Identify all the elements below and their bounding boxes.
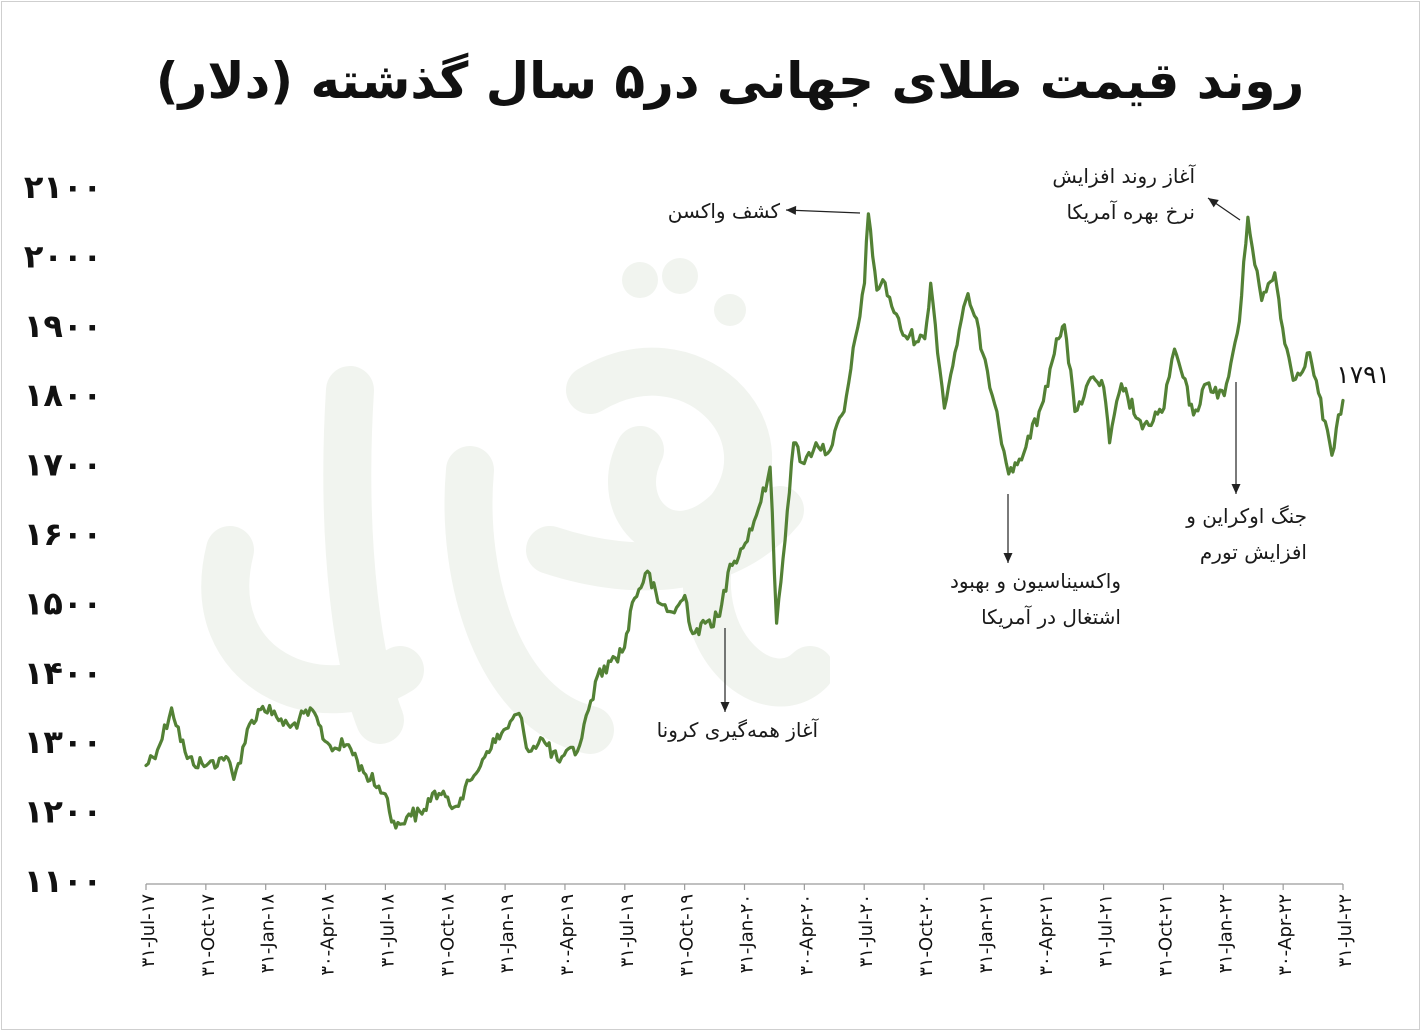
x-tick-label: ۳۱-Jan-۲۰ [737,894,758,973]
arrow-rate-hike-head [1208,198,1219,208]
y-tick-label: ۱۵۰۰ [24,584,102,622]
annotation-line: آغاز همه‌گیری کرونا [656,718,818,742]
annotation-vaccination-employment: واکسیناسیون و بهبود اشتغال در آمریکا [950,563,1121,635]
annotation-vaccine-discovery: کشف واکسن [668,193,780,229]
x-tick-label: ۳۰-Apr-۱۸ [318,894,339,976]
x-tick-label: ۳۰-Apr-۲۲ [1275,894,1296,976]
arrow-vaccine-discovery [785,209,861,214]
x-tick-label: ۳۰-Apr-۱۹ [557,894,578,976]
annotation-line: واکسیناسیون و بهبود [950,569,1121,593]
x-tick-label: ۳۱-Jul-۲۰ [856,894,877,967]
y-tick-label: ۱۷۰۰ [24,446,102,484]
annotation-line: آغاز روند افزایش [1052,164,1195,188]
y-tick-label: ۱۹۰۰ [24,307,102,345]
arrow-covid-pandemic-head [720,702,730,712]
x-tick-label: ۳۱-Jan-۱۹ [497,894,518,973]
x-tick-label: ۳۱-Jan-۲۱ [976,894,997,973]
y-tick-label: ۲۰۰۰ [24,237,102,275]
x-tick-label: ۳۱-Jan-۲۲ [1215,894,1236,973]
annotation-covid-pandemic: آغاز همه‌گیری کرونا [657,712,818,748]
chart-title: روند قیمت طلای جهانی در۵ سال گذشته (دلار… [155,52,1305,110]
annotation-ukraine-war-inflation: جنگ اوکراین و افزایش تورم [1186,498,1307,570]
annotation-line: اشتغال در آمریکا [981,605,1121,629]
gold-price-line [144,212,1345,830]
y-axis-ticks: ۲۱۰۰ ۲۰۰۰ ۱۹۰۰ ۱۸۰۰ ۱۷۰۰ ۱۶۰۰ ۱۵۰۰ ۱۴۰۰ ۱۳۰۰ ۱۲۰۰… [24,168,102,900]
x-tick-label: ۳۰-Apr-۲۰ [796,894,817,976]
arrow-vaccination-employment-head [1003,553,1013,563]
y-tick-label: ۱۸۰۰ [24,376,102,414]
annotation-line: جنگ اوکراین و [1186,504,1307,528]
y-tick-label: ۱۳۰۰ [24,723,102,761]
x-tick-label: ۳۱-Oct-۲۱ [1155,894,1176,977]
annotation-rate-hike: آغاز روند افزایش نرخ بهره آمریکا [1052,158,1195,230]
x-tick-label: ۳۱-Jul-۱۸ [377,894,398,968]
y-tick-label: ۱۶۰۰ [24,515,102,553]
x-tick-label: ۳۱-Oct-۲۰ [916,894,937,977]
x-tick-label: ۳۱-Oct-۱۸ [437,894,458,977]
x-tick-label: ۳۱-Oct-۱۹ [677,894,698,977]
x-tick-label: ۳۱-Jul-۱۹ [617,894,638,967]
x-tick-label: ۳۱-Jan-۱۸ [258,894,279,974]
x-tick-label: ۳۱-Jul-۲۲ [1335,894,1356,967]
arrow-vaccine-discovery-head [786,205,797,215]
x-tick-label: ۳۱-Oct-۱۷ [198,894,219,977]
x-tick-label: ۳۱-Jul-۱۷ [138,894,159,968]
y-tick-label: ۱۲۰۰ [24,793,102,831]
y-tick-label: ۱۴۰۰ [24,654,102,692]
arrow-ukraine-war-inflation-head [1231,484,1241,494]
x-tick-label: ۳۱-Jul-۲۱ [1096,894,1117,967]
annotation-line: افزایش تورم [1199,540,1307,564]
y-tick-label: ۲۱۰۰ [24,168,102,206]
y-tick-label: ۱۱۰۰ [24,862,102,900]
end-value-label: ۱۷۹۱ [1336,360,1390,389]
x-axis-ticks: ۳۱-Jul-۱۷ ۳۱-Oct-۱۷ ۳۱-Jan-۱۸ ۳۰-Apr-۱۸ ۳۱-J… [138,884,1356,977]
annotation-line: کشف واکسن [667,199,780,223]
watermark-logo [201,258,830,754]
x-tick-label: ۳۰-Apr-۲۱ [1036,894,1057,976]
annotation-arrows [720,197,1241,712]
annotation-line: نرخ بهره آمریکا [1066,200,1195,224]
